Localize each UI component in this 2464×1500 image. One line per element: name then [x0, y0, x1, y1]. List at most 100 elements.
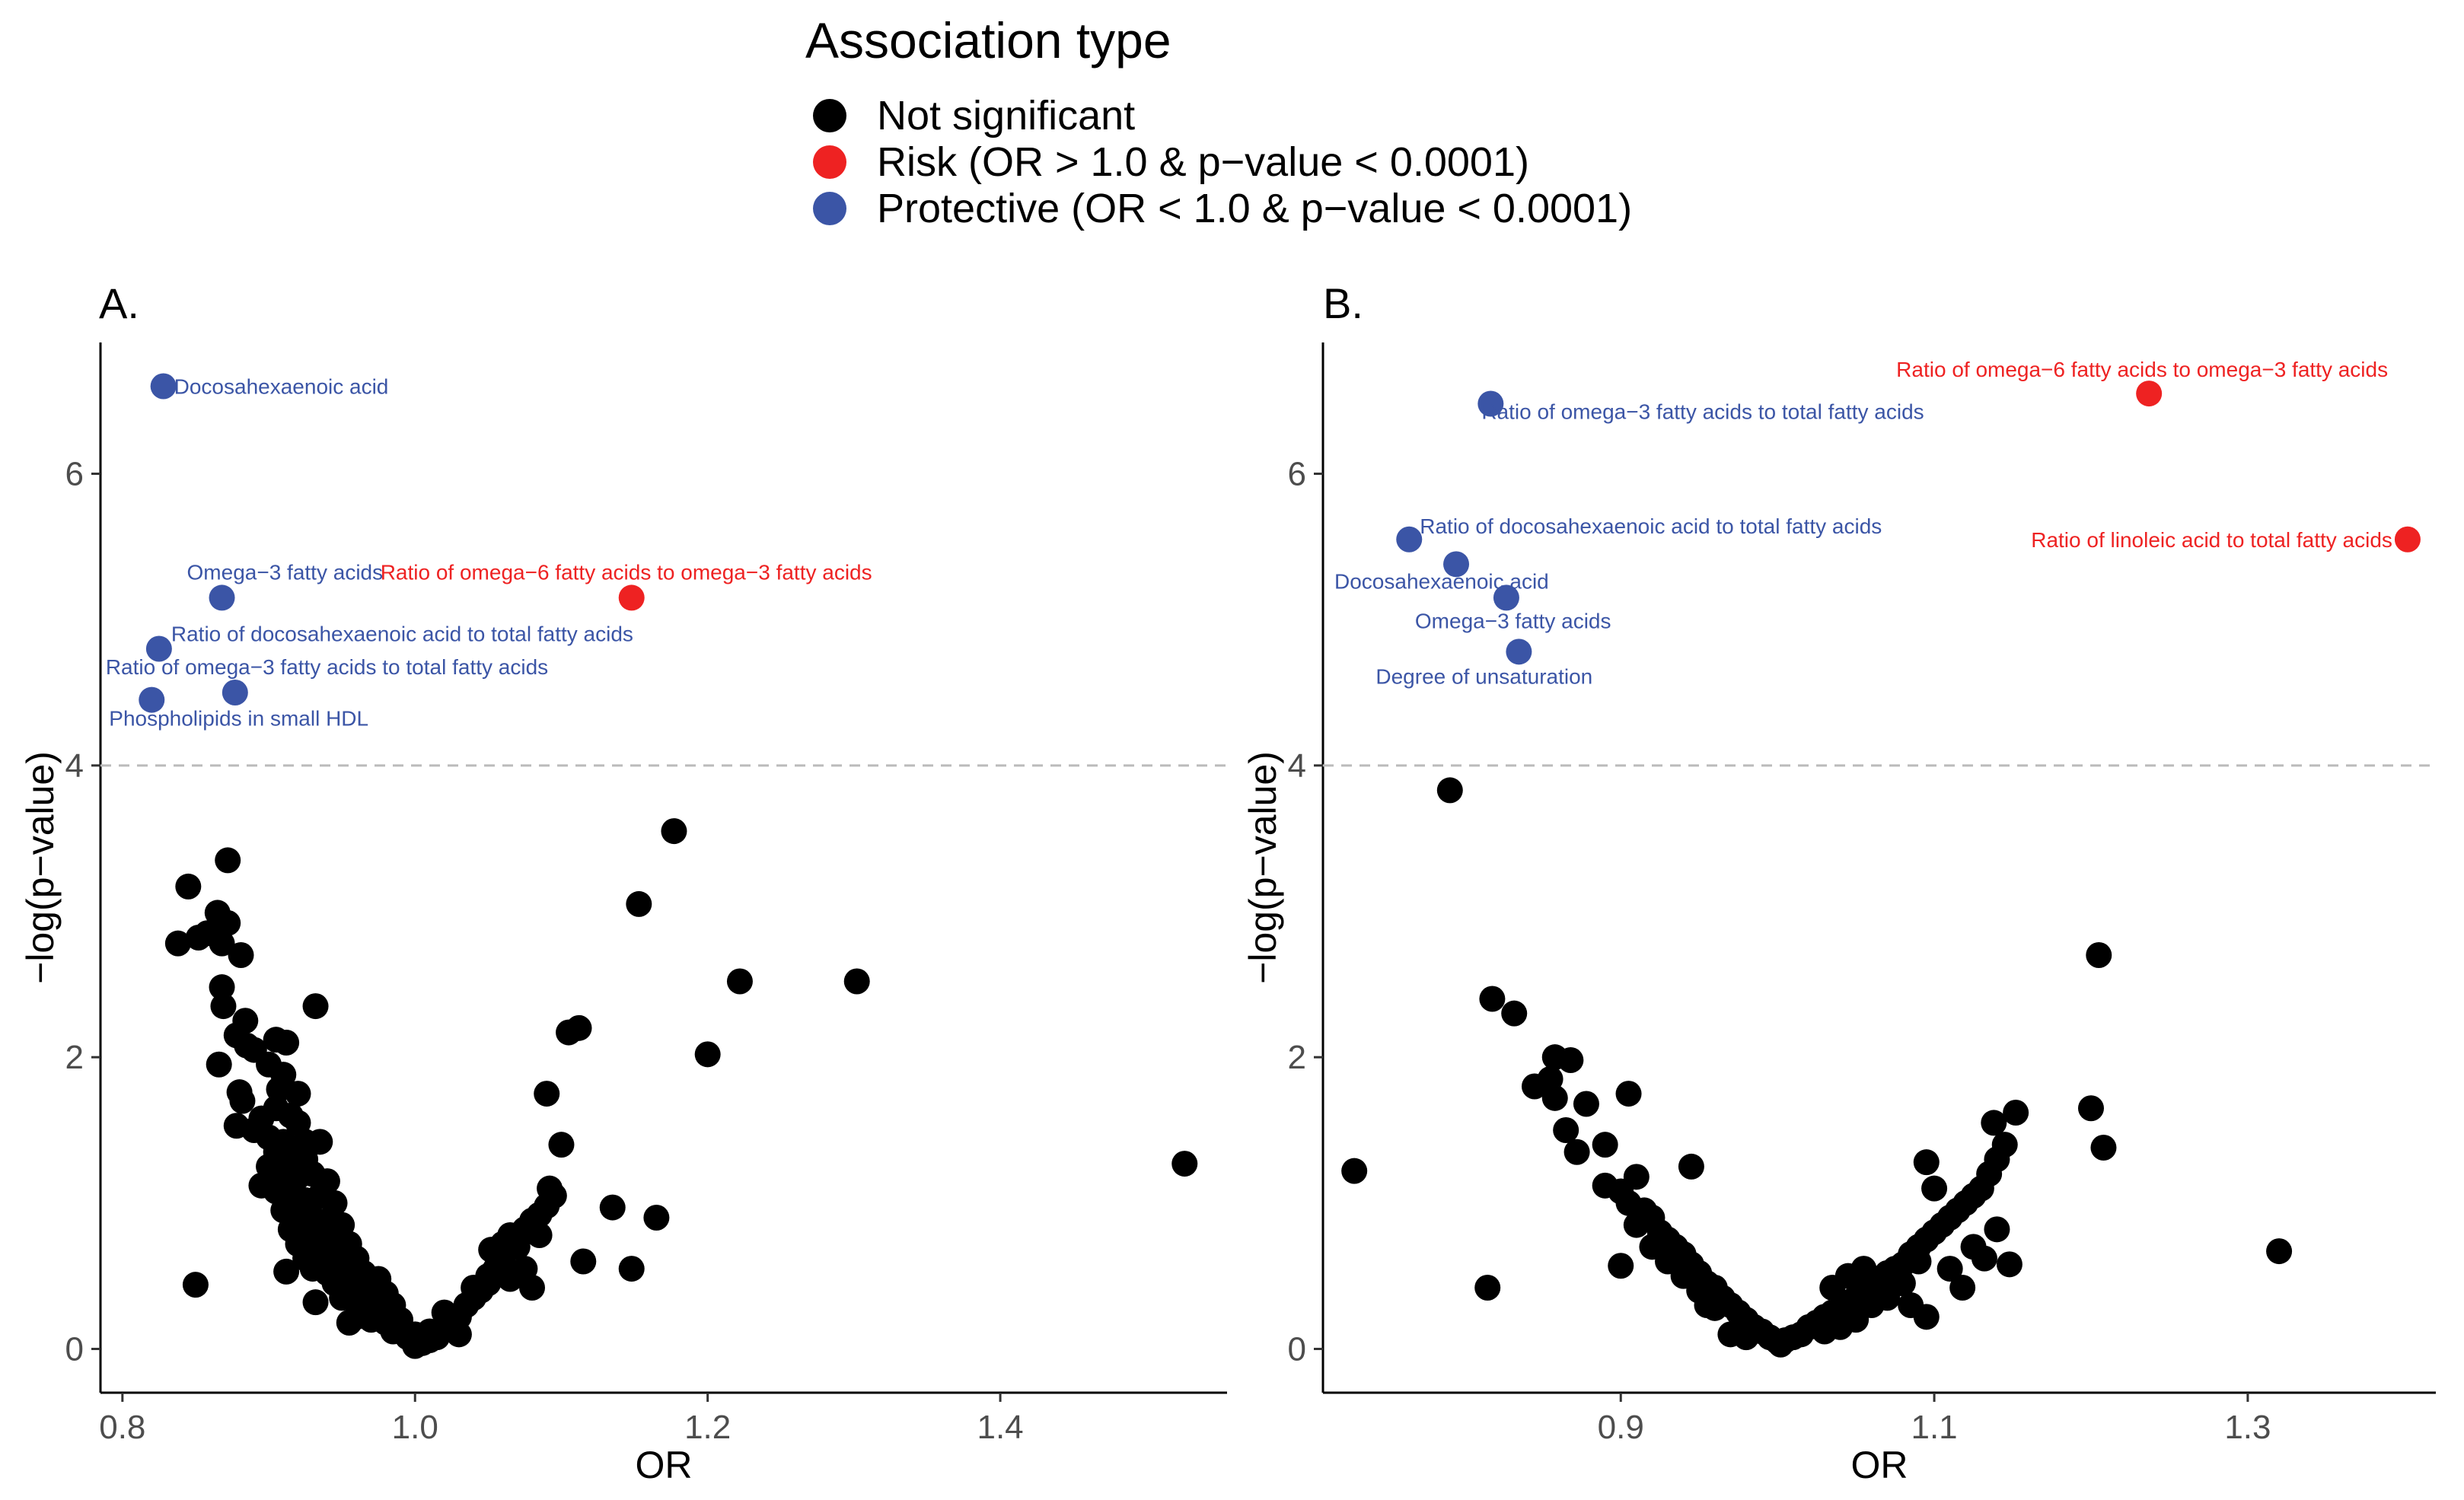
- panel-b-point-label: Docosahexaenoic acid: [1334, 569, 1549, 593]
- panel-a-point: [534, 1081, 560, 1107]
- panel-b-y-title: −log(p−value): [1242, 751, 1284, 984]
- panel-a-protective-point: [150, 373, 177, 400]
- panel-a-x-tick-label: 1.2: [684, 1409, 731, 1446]
- panel-a-y-title: −log(p−value): [19, 751, 62, 984]
- panel-a-protective-point: [209, 584, 235, 611]
- panel-b-label: B.: [1323, 279, 1363, 327]
- panel-b-point: [2090, 1135, 2117, 1161]
- panel-b-point: [1936, 1256, 1963, 1282]
- panel-b-point: [1541, 1084, 1568, 1111]
- panel-b-point: [1678, 1153, 1704, 1180]
- panel-b-point: [1479, 986, 1506, 1012]
- panel-b-point-label: Degree of unsaturation: [1375, 664, 1592, 688]
- panel-b-point: [1905, 1248, 1932, 1275]
- panel-b-point: [1436, 777, 1463, 804]
- panel-a-point: [726, 968, 753, 995]
- panel-b-point-label: Omega−3 fatty acids: [1415, 609, 1611, 632]
- legend-label-risk: Risk (OR > 1.0 & p−value < 0.0001): [877, 139, 1529, 185]
- panel-a-x-tick-label: 1.4: [977, 1409, 1023, 1446]
- panel-b-point-label: Ratio of omega−3 fatty acids to total fa…: [1481, 400, 1924, 424]
- panel-b-x-tick-label: 1.3: [2224, 1409, 2271, 1446]
- panel-a-point-label: Phospholipids in small HDL: [109, 707, 368, 731]
- panel-a-point: [302, 993, 329, 1020]
- panel-b-point: [2003, 1100, 2029, 1126]
- panel-b-point-label: Ratio of linoleic acid to total fatty ac…: [2031, 528, 2392, 552]
- panel-b-point: [1984, 1216, 2010, 1243]
- panel-b-point: [1573, 1091, 1599, 1117]
- panel-a-point: [273, 1030, 300, 1056]
- panel-b-point: [1615, 1081, 1642, 1107]
- panel-a-point-label: Ratio of docosahexaenoic acid to total f…: [171, 623, 633, 646]
- panel-b-point-label: Ratio of omega−6 fatty acids to omega−3 …: [1896, 358, 2388, 381]
- panel-a-point: [229, 1088, 256, 1114]
- panel-a-point: [215, 909, 241, 936]
- panel-a-point: [519, 1275, 546, 1301]
- panel-b-x-tick-label: 0.9: [1598, 1409, 1644, 1446]
- panel-a-point-label: Omega−3 fatty acids: [187, 560, 384, 584]
- panel-b-point: [1971, 1245, 1997, 1272]
- panel-a-point-label: Ratio of omega−6 fatty acids to omega−3 …: [381, 560, 872, 584]
- panel-a-protective-point: [139, 686, 165, 713]
- panel-a-point: [570, 1248, 597, 1275]
- panel-b-y-tick-label: 0: [1288, 1331, 1306, 1368]
- panel-a-point: [445, 1321, 472, 1348]
- panel-a-point: [599, 1194, 626, 1221]
- panel-a-point: [175, 873, 202, 900]
- panel-b-x-tick-label: 1.1: [1911, 1409, 1957, 1446]
- panel-a-y-tick-label: 0: [65, 1331, 84, 1368]
- legend-title: Association type: [805, 12, 1171, 68]
- panel-b-point: [1949, 1275, 1976, 1301]
- panel-a: A. OR −log(p−value) 0 2 4 6 0.8 1.0 1.2 1.4 Doc…: [19, 279, 1227, 1486]
- panel-a-point: [182, 1272, 209, 1298]
- legend-label-not-significant: Not significant: [877, 93, 1135, 139]
- panel-a-point: [209, 930, 235, 957]
- panel-a-point: [548, 1132, 575, 1158]
- panel-b-protective-point: [1506, 639, 1532, 665]
- panel-a-y-tick-label: 2: [65, 1039, 84, 1076]
- panel-a-protective-point: [222, 680, 248, 705]
- panel-b-point-label: Ratio of docosahexaenoic acid to total f…: [1420, 514, 1882, 538]
- panel-b-risk-point: [2394, 526, 2421, 553]
- panel-b-point: [1717, 1321, 1744, 1348]
- panel-a-x-tick-label: 0.8: [99, 1409, 145, 1446]
- panel-b-point: [1623, 1212, 1650, 1238]
- panel-a-point-label: Ratio of omega−3 fatty acids to total fa…: [106, 655, 548, 679]
- panel-a-point: [302, 1289, 329, 1316]
- panel-b-point: [1913, 1149, 1940, 1176]
- panel-b-point: [1991, 1132, 2018, 1158]
- panel-b: B. OR −log(p−value) 0 2 4 6 0.9 1.1 1.3 Ratio …: [1242, 279, 2436, 1486]
- panel-a-point: [307, 1129, 333, 1155]
- panel-b-point: [1553, 1117, 1579, 1143]
- panel-a-point: [285, 1081, 311, 1107]
- panel-a-point: [843, 968, 870, 995]
- panel-a-point: [537, 1175, 563, 1202]
- panel-b-point: [1608, 1253, 1634, 1279]
- panel-a-point: [431, 1299, 457, 1326]
- panel-b-point: [1564, 1139, 1590, 1165]
- panel-a-point: [526, 1222, 553, 1248]
- panel-a-point: [694, 1041, 721, 1068]
- legend: Association type Not significant Risk (O…: [805, 12, 1632, 231]
- legend-swatch-not-significant: [813, 99, 846, 132]
- panel-a-y-tick-label: 4: [65, 747, 84, 785]
- panel-b-point: [1981, 1110, 2007, 1136]
- panel-a-x-tick-label: 1.0: [392, 1409, 438, 1446]
- legend-swatch-risk: [813, 145, 846, 179]
- panel-a-point: [273, 1258, 300, 1285]
- panel-b-protective-point: [1477, 390, 1504, 417]
- panel-b-point: [1623, 1164, 1650, 1190]
- panel-b-protective-point: [1396, 526, 1423, 553]
- panel-b-point: [1913, 1304, 1940, 1330]
- panel-b-x-title: OR: [1851, 1444, 1908, 1486]
- panel-b-point: [1811, 1318, 1838, 1345]
- panel-a-label: A.: [99, 279, 139, 327]
- panel-b-point: [1921, 1175, 1948, 1202]
- panel-b-point: [1694, 1292, 1720, 1318]
- panel-a-x-title: OR: [636, 1444, 693, 1486]
- panel-a-point: [215, 847, 241, 874]
- legend-swatch-protective: [813, 192, 846, 225]
- panel-a-point: [336, 1310, 362, 1336]
- panel-a-point: [626, 890, 652, 917]
- panel-a-point: [618, 1256, 645, 1282]
- panel-b-point: [1557, 1047, 1584, 1073]
